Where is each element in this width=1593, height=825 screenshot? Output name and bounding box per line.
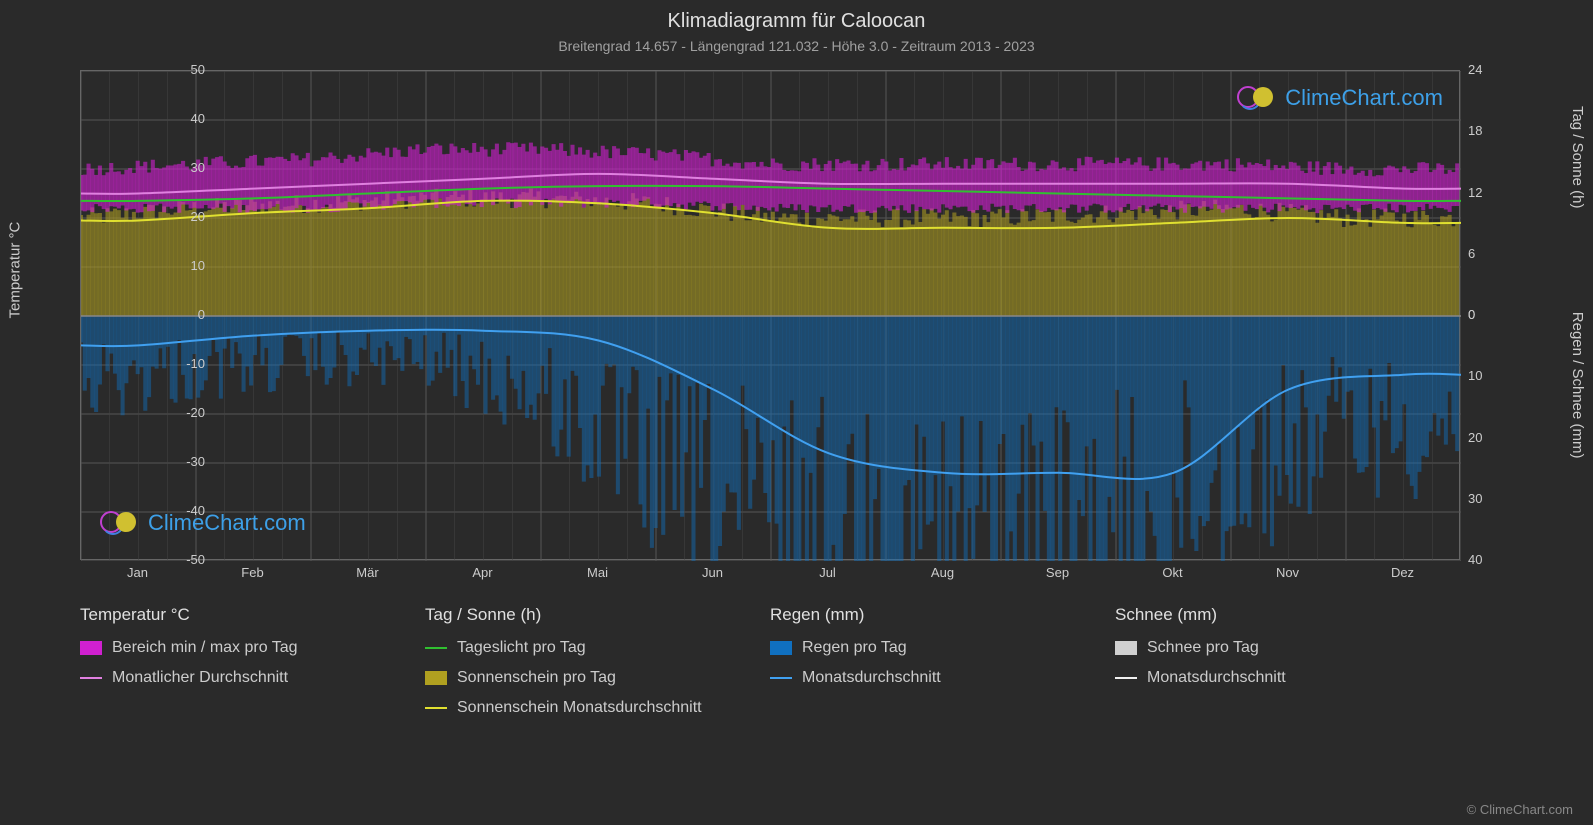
y-tick-left: 40 <box>165 111 205 126</box>
watermark-text: ClimeChart.com <box>148 510 306 536</box>
copyright: © ClimeChart.com <box>1467 802 1573 817</box>
y-tick-right-top: 18 <box>1468 123 1482 138</box>
legend-label: Sonnenschein Monatsdurchschnitt <box>457 699 702 717</box>
legend-label: Monatsdurchschnitt <box>802 669 941 687</box>
legend-line-icon <box>1115 677 1137 679</box>
legend-item: Monatlicher Durchschnitt <box>80 669 425 687</box>
x-tick-month: Nov <box>1258 565 1318 580</box>
y-tick-right-top: 12 <box>1468 185 1482 200</box>
x-tick-month: Sep <box>1028 565 1088 580</box>
chart-subtitle: Breitengrad 14.657 - Längengrad 121.032 … <box>0 33 1593 54</box>
watermark-text: ClimeChart.com <box>1285 85 1443 111</box>
y-tick-left: 0 <box>165 307 205 322</box>
y-tick-right-bottom: 0 <box>1468 307 1475 322</box>
legend-line-icon <box>80 677 102 679</box>
y-tick-left: 20 <box>165 209 205 224</box>
watermark-top: ClimeChart.com <box>1237 85 1443 111</box>
legend-header: Regen (mm) <box>770 605 1115 625</box>
y-tick-left: 50 <box>165 62 205 77</box>
y-tick-right-bottom: 30 <box>1468 491 1482 506</box>
x-tick-month: Jul <box>798 565 858 580</box>
x-tick-month: Okt <box>1143 565 1203 580</box>
chart-title: Klimadiagramm für Caloocan <box>0 0 1593 33</box>
watermark-bottom: ClimeChart.com <box>100 510 306 536</box>
legend: Temperatur °C Bereich min / max pro Tag Mo… <box>80 605 1460 729</box>
legend-label: Monatsdurchschnitt <box>1147 669 1286 687</box>
watermark-logo-icon <box>100 511 140 535</box>
legend-column: Temperatur °C Bereich min / max pro Tag Mo… <box>80 605 425 729</box>
x-tick-month: Jun <box>683 565 743 580</box>
legend-line-icon <box>425 647 447 649</box>
x-tick-month: Jan <box>108 565 168 580</box>
legend-header: Schnee (mm) <box>1115 605 1460 625</box>
legend-swatch-icon <box>80 641 102 655</box>
watermark-logo-icon <box>1237 86 1277 110</box>
legend-column: Tag / Sonne (h) Tageslicht pro Tag Sonnens… <box>425 605 770 729</box>
x-tick-month: Apr <box>453 565 513 580</box>
y-tick-left: 10 <box>165 258 205 273</box>
y-tick-right-bottom: 20 <box>1468 430 1482 445</box>
y-tick-left: 30 <box>165 160 205 175</box>
legend-label: Tageslicht pro Tag <box>457 639 586 657</box>
legend-line-icon <box>425 707 447 709</box>
x-tick-month: Mai <box>568 565 628 580</box>
y-axis-label-right-bottom: Regen / Schnee (mm) <box>1570 312 1587 459</box>
legend-label: Bereich min / max pro Tag <box>112 639 298 657</box>
legend-item: Schnee pro Tag <box>1115 639 1460 657</box>
plot-area <box>80 70 1460 560</box>
legend-column: Regen (mm) Regen pro Tag Monatsdurchschnit… <box>770 605 1115 729</box>
legend-label: Sonnenschein pro Tag <box>457 669 616 687</box>
y-axis-label-left: Temperatur °C <box>7 222 24 319</box>
legend-label: Schnee pro Tag <box>1147 639 1259 657</box>
legend-item: Sonnenschein Monatsdurchschnitt <box>425 699 770 717</box>
legend-item: Regen pro Tag <box>770 639 1115 657</box>
y-tick-right-top: 24 <box>1468 62 1482 77</box>
legend-column: Schnee (mm) Schnee pro Tag Monatsdurchschn… <box>1115 605 1460 729</box>
x-tick-month: Aug <box>913 565 973 580</box>
legend-swatch-icon <box>1115 641 1137 655</box>
legend-header: Tag / Sonne (h) <box>425 605 770 625</box>
legend-item: Bereich min / max pro Tag <box>80 639 425 657</box>
y-tick-right-bottom: 10 <box>1468 368 1482 383</box>
x-tick-month: Dez <box>1373 565 1433 580</box>
legend-line-icon <box>770 677 792 679</box>
y-axis-label-right-top: Tag / Sonne (h) <box>1570 106 1587 209</box>
legend-item: Monatsdurchschnitt <box>1115 669 1460 687</box>
legend-swatch-icon <box>770 641 792 655</box>
y-tick-right-top: 6 <box>1468 246 1475 261</box>
y-tick-left: -10 <box>165 356 205 371</box>
x-tick-month: Feb <box>223 565 283 580</box>
legend-header: Temperatur °C <box>80 605 425 625</box>
y-tick-right-bottom: 40 <box>1468 552 1482 567</box>
legend-label: Regen pro Tag <box>802 639 907 657</box>
legend-item: Monatsdurchschnitt <box>770 669 1115 687</box>
legend-item: Tageslicht pro Tag <box>425 639 770 657</box>
chart-svg <box>81 71 1461 561</box>
y-tick-left: -20 <box>165 405 205 420</box>
legend-swatch-icon <box>425 671 447 685</box>
x-tick-month: Mär <box>338 565 398 580</box>
legend-label: Monatlicher Durchschnitt <box>112 669 288 687</box>
legend-item: Sonnenschein pro Tag <box>425 669 770 687</box>
y-tick-left: -30 <box>165 454 205 469</box>
climate-chart: Klimadiagramm für Caloocan Breitengrad 1… <box>0 0 1593 825</box>
y-tick-left: -50 <box>165 552 205 567</box>
